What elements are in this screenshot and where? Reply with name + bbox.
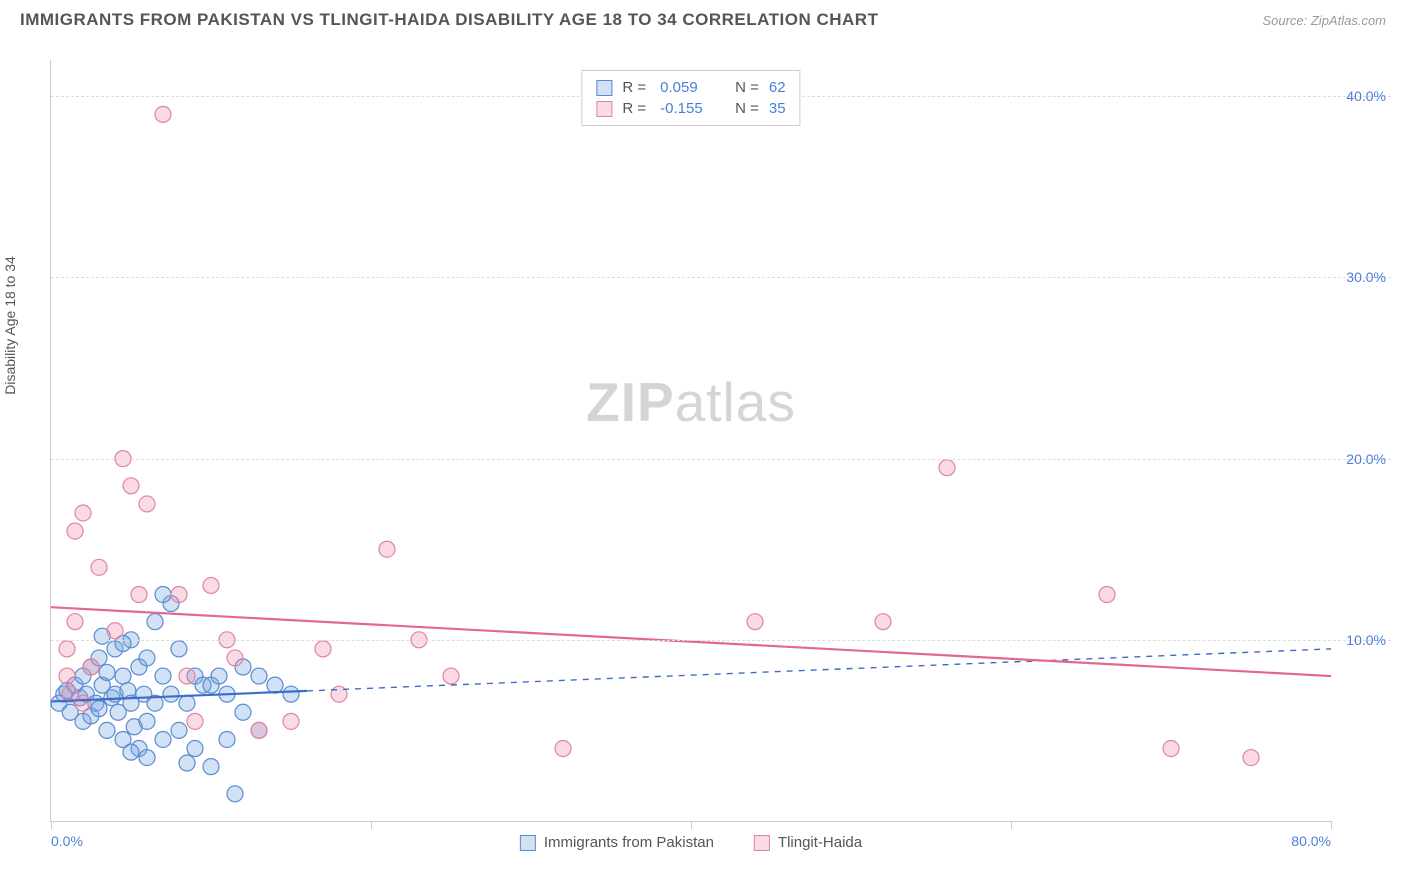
n-label: N = <box>735 100 759 117</box>
r-label: R = <box>622 100 646 117</box>
scatter-point <box>179 755 195 771</box>
legend-correlation: R = 0.059 N = 62 R = -0.155 N = 35 <box>581 70 800 126</box>
scatter-point <box>875 614 891 630</box>
scatter-point <box>555 741 571 757</box>
scatter-point <box>939 460 955 476</box>
legend-correlation-row: R = -0.155 N = 35 <box>596 98 785 119</box>
n-label: N = <box>735 79 759 96</box>
scatter-point <box>91 559 107 575</box>
y-tick-label: 30.0% <box>1346 269 1386 285</box>
scatter-point <box>187 713 203 729</box>
scatter-point <box>115 668 131 684</box>
scatter-point <box>171 722 187 738</box>
legend-swatch <box>520 835 536 851</box>
trend-line-dashed <box>307 649 1331 691</box>
scatter-point <box>67 614 83 630</box>
legend-correlation-row: R = 0.059 N = 62 <box>596 77 785 98</box>
r-value: 0.059 <box>660 79 715 96</box>
scatter-point <box>171 641 187 657</box>
scatter-point <box>747 614 763 630</box>
scatter-point <box>139 713 155 729</box>
x-tick <box>691 821 692 829</box>
scatter-point <box>219 731 235 747</box>
scatter-point <box>147 614 163 630</box>
scatter-point <box>235 704 251 720</box>
legend-swatch <box>596 101 612 117</box>
scatter-point <box>283 713 299 729</box>
y-tick-label: 40.0% <box>1346 88 1386 104</box>
scatter-point <box>139 650 155 666</box>
scatter-point <box>99 722 115 738</box>
scatter-point <box>155 587 171 603</box>
scatter-point <box>331 686 347 702</box>
scatter-point <box>227 650 243 666</box>
scatter-point <box>59 641 75 657</box>
scatter-point <box>179 668 195 684</box>
gridline <box>51 277 1391 278</box>
scatter-point <box>139 750 155 766</box>
scatter-point <box>283 686 299 702</box>
legend-series-item: Tlingit-Haida <box>754 834 862 851</box>
scatter-point <box>379 541 395 557</box>
scatter-point <box>171 587 187 603</box>
scatter-point <box>203 577 219 593</box>
scatter-point <box>99 664 115 680</box>
n-value: 35 <box>769 100 786 117</box>
scatter-point <box>155 731 171 747</box>
source-attribution: Source: ZipAtlas.com <box>1262 13 1386 28</box>
scatter-point <box>315 641 331 657</box>
scatter-point <box>1099 587 1115 603</box>
scatter-point <box>155 106 171 122</box>
scatter-point <box>163 686 179 702</box>
scatter-point <box>251 668 267 684</box>
scatter-point <box>107 623 123 639</box>
legend-series: Immigrants from Pakistan Tlingit-Haida <box>520 834 862 851</box>
gridline <box>51 640 1391 641</box>
n-value: 62 <box>769 79 786 96</box>
x-tick-label: 0.0% <box>51 833 83 849</box>
r-label: R = <box>622 79 646 96</box>
scatter-point <box>83 659 99 675</box>
r-value: -0.155 <box>660 100 715 117</box>
scatter-point <box>187 741 203 757</box>
gridline <box>51 459 1391 460</box>
chart-container: Disability Age 18 to 34 ZIPatlas R =0.05… <box>50 50 1391 862</box>
chart-header: IMMIGRANTS FROM PAKISTAN VS TLINGIT-HAID… <box>0 0 1406 35</box>
legend-series-label: Tlingit-Haida <box>778 834 862 851</box>
scatter-point <box>227 786 243 802</box>
scatter-point <box>179 695 195 711</box>
x-tick <box>1331 821 1332 829</box>
x-tick <box>371 821 372 829</box>
legend-series-item: Immigrants from Pakistan <box>520 834 714 851</box>
scatter-point <box>267 677 283 693</box>
scatter-point <box>443 668 459 684</box>
legend-swatch <box>754 835 770 851</box>
scatter-point <box>155 668 171 684</box>
chart-title: IMMIGRANTS FROM PAKISTAN VS TLINGIT-HAID… <box>20 10 878 30</box>
scatter-point <box>67 523 83 539</box>
scatter-point <box>123 478 139 494</box>
legend-swatch <box>596 80 612 96</box>
x-tick <box>51 821 52 829</box>
scatter-point <box>75 505 91 521</box>
plot-area: ZIPatlas R =0.059N =62R =-0.155N =35 Imm… <box>50 60 1331 822</box>
scatter-point <box>211 668 227 684</box>
scatter-point <box>139 496 155 512</box>
scatter-point <box>59 668 75 684</box>
legend-series-label: Immigrants from Pakistan <box>544 834 714 851</box>
scatter-point <box>91 701 107 717</box>
x-tick-label: 80.0% <box>1291 833 1331 849</box>
scatter-point <box>251 722 267 738</box>
scatter-point <box>123 744 139 760</box>
x-tick <box>1011 821 1012 829</box>
scatter-point <box>203 759 219 775</box>
scatter-point <box>1163 741 1179 757</box>
scatter-point <box>1243 750 1259 766</box>
y-axis-title: Disability Age 18 to 34 <box>2 256 18 395</box>
scatter-point <box>131 587 147 603</box>
y-tick-label: 10.0% <box>1346 632 1386 648</box>
plot-svg <box>51 60 1331 821</box>
y-tick-label: 20.0% <box>1346 451 1386 467</box>
